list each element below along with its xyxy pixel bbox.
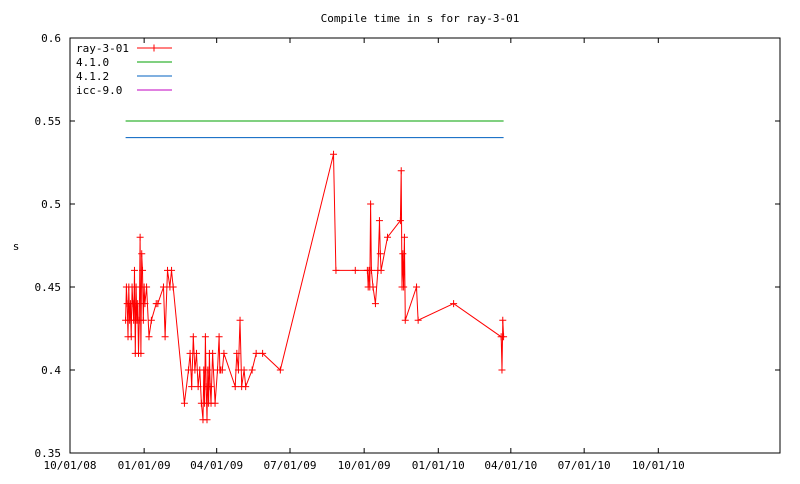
- data-point: [154, 300, 162, 308]
- data-point: [401, 316, 409, 324]
- data-point: [145, 333, 153, 341]
- data-point: [500, 333, 508, 341]
- data-point: [231, 383, 239, 391]
- data-point: [233, 349, 241, 357]
- data-point: [132, 283, 140, 291]
- x-tick-label: 01/01/09: [118, 459, 171, 472]
- data-point: [206, 383, 214, 391]
- data-point: [397, 167, 405, 175]
- data-point: [130, 266, 138, 274]
- data-point: [184, 366, 192, 374]
- y-tick-label: 0.4: [41, 364, 61, 377]
- data-point: [203, 416, 211, 424]
- data-point: [384, 233, 392, 241]
- data-point: [139, 316, 147, 324]
- y-tick-label: 0.35: [35, 447, 62, 460]
- data-point: [399, 250, 407, 258]
- y-tick-label: 0.55: [35, 115, 62, 128]
- legend-label: icc-9.0: [76, 84, 122, 97]
- data-point: [396, 217, 404, 225]
- data-point: [143, 283, 151, 291]
- data-point: [252, 349, 260, 357]
- data-point: [377, 266, 385, 274]
- legend-label: ray-3-01: [76, 42, 129, 55]
- data-point: [137, 349, 145, 357]
- data-point: [194, 383, 202, 391]
- x-tick-label: 07/01/10: [558, 459, 611, 472]
- data-point: [498, 366, 506, 374]
- data-point: [211, 399, 219, 407]
- data-point: [220, 349, 228, 357]
- x-tick-label: 07/01/09: [264, 459, 317, 472]
- data-point: [499, 316, 507, 324]
- data-point: [400, 283, 408, 291]
- data-point: [332, 266, 340, 274]
- data-point: [168, 266, 176, 274]
- data-point: [215, 333, 223, 341]
- y-tick-label: 0.6: [41, 32, 61, 45]
- data-point: [276, 366, 284, 374]
- data-point: [240, 366, 248, 374]
- chart-title: Compile time in s for ray-3-01: [321, 12, 520, 25]
- data-point: [413, 283, 421, 291]
- data-point: [127, 333, 135, 341]
- data-point: [236, 316, 244, 324]
- data-point: [242, 383, 250, 391]
- data-point: [201, 333, 209, 341]
- legend-marker: [150, 44, 158, 52]
- data-point: [193, 349, 201, 357]
- x-tick-label: 10/01/09: [338, 459, 391, 472]
- data-point: [376, 250, 384, 258]
- data-point: [375, 217, 383, 225]
- data-point: [367, 266, 375, 274]
- data-point: [147, 316, 155, 324]
- plot-frame: [69, 37, 781, 454]
- data-point: [209, 349, 217, 357]
- data-point: [218, 366, 226, 374]
- data-point: [159, 283, 167, 291]
- series-layer: [122, 120, 508, 424]
- data-point: [189, 333, 197, 341]
- y-tick-label: 0.45: [35, 281, 62, 294]
- data-point: [169, 283, 177, 291]
- data-point: [136, 233, 144, 241]
- data-point: [186, 349, 194, 357]
- data-point: [371, 300, 379, 308]
- data-point: [400, 233, 408, 241]
- x-tick-label: 04/01/10: [484, 459, 537, 472]
- series-line: [125, 154, 505, 420]
- data-point: [138, 250, 146, 258]
- legend-label: 4.1.0: [76, 56, 109, 69]
- axis-ticks: 0.35 0.4 0.45 0.5 0.55 0.6 10/01/08 01/01/09 04/…: [35, 32, 780, 472]
- legend-label: 4.1.2: [76, 70, 109, 83]
- data-point: [134, 300, 142, 308]
- data-point: [248, 366, 256, 374]
- data-point: [204, 366, 212, 374]
- data-point: [161, 333, 169, 341]
- data-point: [141, 300, 149, 308]
- x-tick-label: 10/01/10: [632, 459, 685, 472]
- data-point: [450, 300, 458, 308]
- data-point: [367, 200, 375, 208]
- data-point: [330, 150, 338, 158]
- x-tick-label: 01/01/10: [412, 459, 465, 472]
- x-tick-label: 04/01/09: [190, 459, 243, 472]
- data-point: [351, 266, 359, 274]
- x-tick-label: 10/01/08: [44, 459, 97, 472]
- data-point: [188, 383, 196, 391]
- data-point: [259, 349, 267, 357]
- data-point: [414, 316, 422, 324]
- y-tick-label: 0.5: [41, 198, 61, 211]
- y-axis-label: s: [13, 240, 20, 253]
- data-point: [369, 283, 377, 291]
- data-point: [139, 266, 147, 274]
- data-point: [180, 399, 188, 407]
